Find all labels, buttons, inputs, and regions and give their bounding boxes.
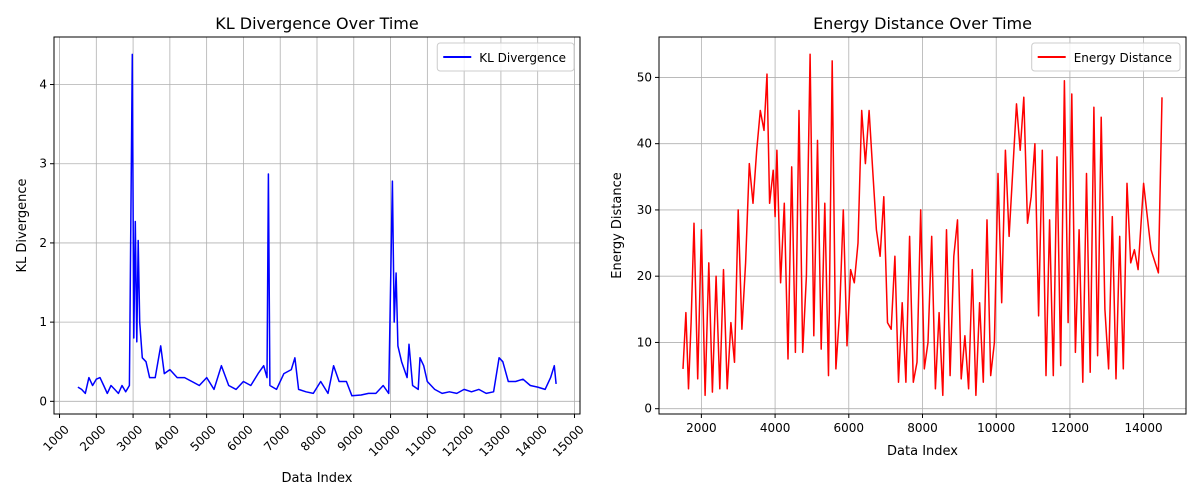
legend: KL Divergence bbox=[436, 42, 575, 72]
x-tick-label: 10000 bbox=[366, 422, 403, 459]
x-tick-label: 11000 bbox=[403, 422, 440, 459]
y-tick-label: 3 bbox=[39, 157, 47, 171]
data-line bbox=[682, 53, 1163, 397]
x-tick-label: 5000 bbox=[187, 422, 218, 453]
y-tick-label: 50 bbox=[637, 70, 652, 84]
x-tick-label: 6000 bbox=[834, 421, 865, 435]
x-tick-label: 2000 bbox=[77, 422, 108, 453]
y-tick-label: 30 bbox=[637, 203, 652, 217]
x-tick-label: 2000 bbox=[686, 421, 717, 435]
x-tick-label: 12000 bbox=[1051, 421, 1089, 435]
x-tick-label: 10000 bbox=[977, 421, 1015, 435]
y-tick-label: 1 bbox=[39, 315, 47, 329]
y-tick-label: 10 bbox=[637, 335, 652, 349]
legend-label: Energy Distance bbox=[1074, 51, 1172, 65]
y-tick-label: 40 bbox=[637, 137, 652, 151]
x-tick-label: 8000 bbox=[298, 422, 329, 453]
y-axis-label: Energy Distance bbox=[610, 172, 625, 279]
y-tick-label: 2 bbox=[39, 236, 47, 250]
y-tick-label: 0 bbox=[39, 394, 47, 408]
legend-frame bbox=[1031, 42, 1181, 72]
x-tick-label: 14000 bbox=[513, 422, 550, 459]
y-tick-label: 0 bbox=[644, 402, 652, 416]
plot-frame bbox=[658, 36, 1187, 415]
x-axis-label: Data Index bbox=[887, 444, 958, 459]
plot-frame bbox=[53, 36, 581, 415]
x-tick-label: 9000 bbox=[335, 422, 366, 453]
y-tick-label: 20 bbox=[637, 269, 652, 283]
x-tick-label: 12000 bbox=[440, 422, 477, 459]
data-line bbox=[77, 53, 557, 397]
chart-title: Energy Distance Over Time bbox=[813, 14, 1032, 33]
legend-frame bbox=[436, 42, 575, 72]
x-tick-label: 1000 bbox=[40, 422, 71, 453]
x-tick-label: 7000 bbox=[261, 422, 292, 453]
y-tick-label: 4 bbox=[39, 78, 47, 92]
legend: Energy Distance bbox=[1031, 42, 1181, 72]
x-tick-label: 8000 bbox=[907, 421, 938, 435]
legend-label: KL Divergence bbox=[479, 51, 566, 65]
x-tick-label: 3000 bbox=[114, 422, 145, 453]
x-tick-label: 14000 bbox=[1125, 421, 1163, 435]
x-axis-label: Data Index bbox=[282, 471, 353, 486]
chart-title: KL Divergence Over Time bbox=[215, 14, 418, 33]
x-tick-label: 13000 bbox=[476, 422, 513, 459]
x-tick-label: 6000 bbox=[224, 422, 255, 453]
x-tick-label: 4000 bbox=[760, 421, 791, 435]
y-axis-label: KL Divergence bbox=[15, 179, 30, 273]
x-tick-label: 4000 bbox=[151, 422, 182, 453]
x-tick-label: 15000 bbox=[550, 422, 587, 459]
